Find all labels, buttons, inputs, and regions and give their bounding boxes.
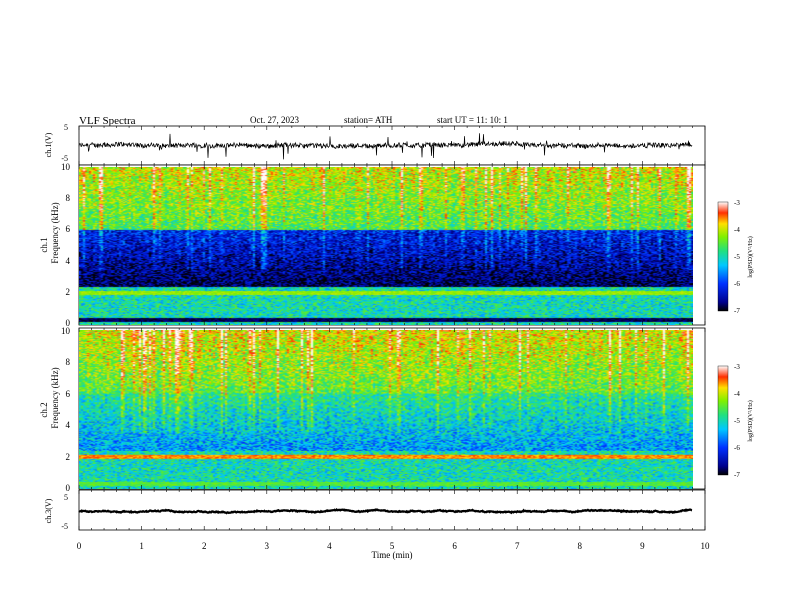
- time-axis-label: Time (min): [372, 550, 413, 560]
- ch2-colorbar-tick-m6: -6: [734, 444, 740, 452]
- ch2-colorbar-tick-m3: -3: [734, 363, 740, 371]
- time-tick-0: 0: [77, 541, 82, 551]
- time-tick-4: 4: [327, 541, 332, 551]
- ch3-ytick-top: 5: [64, 493, 68, 502]
- ch1-ytick-8: 8: [66, 193, 71, 203]
- time-tick-3: 3: [265, 541, 270, 551]
- ch3-waveform-panel: 5 -5 ch.3(V): [44, 489, 706, 531]
- ch2-colorbar-label: log(PSD)(V²/Hz): [747, 400, 754, 441]
- ch3-ytick-bottom: -5: [61, 522, 68, 531]
- ch2-ytick-0: 0: [66, 483, 71, 493]
- time-tick-9: 9: [640, 541, 645, 551]
- time-tick-7: 7: [515, 541, 520, 551]
- ch2-frequency-label: Frequency (kHz): [50, 367, 60, 428]
- ch1-waveform-trace: [78, 133, 693, 160]
- ch3-ylabel: ch.3(V): [44, 498, 53, 523]
- time-tick-5: 5: [390, 541, 395, 551]
- station-label: station= ATH: [344, 115, 393, 125]
- ch2-ytick-4: 4: [66, 420, 71, 430]
- ch2-ytick-2: 2: [66, 452, 71, 462]
- ch2-spectrogram-panel: 0 2 4 6 8 10 ch.2 Frequency (kHz): [39, 326, 706, 493]
- ch1-spectrogram-image: [79, 167, 693, 325]
- time-axis: 0 1 2 3 4 5 6 7 8 9 10 Time (min): [77, 541, 710, 560]
- ch2-colorbar-tick-m7: -7: [734, 471, 740, 479]
- ch3-waveform-trace: [78, 507, 693, 515]
- ch1-colorbar-label: log(PSD)(V²/Hz): [747, 236, 754, 277]
- ch2-ytick-8: 8: [66, 357, 71, 367]
- ch2-colorbar: -3 -4 -5 -6 -7 log(PSD)(V²/Hz): [717, 363, 754, 479]
- ch1-colorbar-tick-m3: -3: [734, 199, 740, 207]
- ch2-colorbar-scale: [717, 365, 729, 476]
- ch1-colorbar-tick-m7: -7: [734, 307, 740, 315]
- ch1-channel-label: ch.1: [39, 237, 49, 252]
- ch1-colorbar-tick-m5: -5: [734, 253, 740, 261]
- ch1-spectrogram-panel: 0 2 4 6 8 10 ch.1 Frequency (kHz): [39, 162, 706, 328]
- ch1-ytick-bottom: -5: [61, 154, 68, 163]
- chart-title: VLF Spectra: [79, 115, 136, 127]
- ch1-ytick-6: 6: [66, 224, 71, 234]
- time-tick-8: 8: [578, 541, 583, 551]
- time-tick-2: 2: [202, 541, 207, 551]
- ch3-waveform-frame: [78, 489, 706, 531]
- start-ut-label: start UT = 11: 10: 1: [437, 115, 508, 125]
- ch1-ylabel: ch.1(V): [44, 132, 53, 157]
- ch1-colorbar: -3 -4 -5 -6 -7 log(PSD)(V²/Hz): [717, 199, 754, 315]
- ch1-colorbar-tick-m4: -4: [734, 226, 740, 234]
- ch1-ytick-10: 10: [61, 162, 71, 172]
- ch1-frequency-label: Frequency (kHz): [50, 202, 60, 263]
- ch1-colorbar-tick-m6: -6: [734, 280, 740, 288]
- ch2-colorbar-tick-m4: -4: [734, 390, 740, 398]
- ch1-colorbar-scale: [717, 201, 729, 312]
- time-tick-1: 1: [139, 541, 144, 551]
- ch2-spectrogram-image: [79, 330, 693, 489]
- axis-ticks: [78, 126, 706, 530]
- ch1-ytick-2: 2: [66, 287, 71, 297]
- ch2-ytick-10: 10: [61, 326, 71, 336]
- ch2-ytick-6: 6: [66, 389, 71, 399]
- ch1-waveform-panel: 5 -5 ch.1(V): [44, 123, 706, 166]
- ch1-ytick-0: 0: [66, 318, 71, 328]
- date-label: Oct. 27, 2023: [250, 115, 299, 125]
- time-tick-10: 10: [701, 541, 711, 551]
- ch2-channel-label: ch.2: [39, 402, 49, 417]
- time-tick-6: 6: [452, 541, 457, 551]
- ch2-colorbar-tick-m5: -5: [734, 417, 740, 425]
- ch1-ytick-top: 5: [64, 123, 68, 132]
- ch1-ytick-4: 4: [66, 256, 71, 266]
